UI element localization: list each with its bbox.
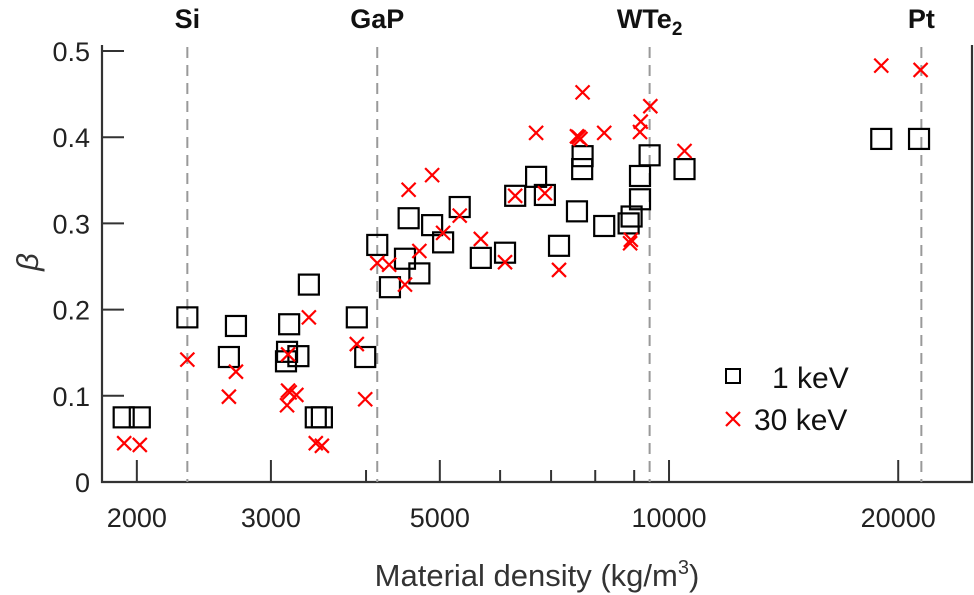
axes (100, 45, 974, 484)
point-1kev (354, 345, 377, 369)
point-1kev (112, 406, 135, 429)
point-30kev (873, 57, 890, 74)
point-30kev (280, 346, 296, 363)
material-label-gap: GaP (350, 4, 404, 34)
x-tick-label: 3000 (241, 503, 301, 533)
point-1kev (593, 214, 616, 238)
point-1kev (547, 234, 571, 257)
legend-marker-1kev (725, 368, 741, 384)
point-1kev (176, 306, 199, 329)
y-tick-label: 0.1 (52, 382, 90, 412)
point-30kev (574, 84, 591, 101)
legend: 1 keV 30 keV (725, 362, 849, 437)
point-1kev (504, 184, 527, 207)
point-1kev (638, 144, 661, 167)
point-30kev (314, 438, 330, 454)
x-axis-label: Material density (kg/m3) (375, 557, 700, 593)
point-30kev (424, 167, 440, 183)
point-30kev (507, 188, 523, 204)
point-30kev (349, 336, 365, 352)
x-axis-ticks: 2000 3000 5000 10000 20000 (107, 460, 936, 533)
point-1kev (673, 157, 696, 181)
material-label-si: Si (175, 4, 201, 34)
point-30kev (132, 437, 148, 453)
y-tick-label: 0.5 (52, 37, 90, 67)
y-axis-ticks: 0 0.1 0.2 0.3 0.4 0.5 (52, 37, 124, 498)
point-30kev (632, 113, 649, 130)
point-1kev (907, 127, 931, 151)
y-tick-label: 0 (75, 468, 90, 498)
material-label-pt: Pt (908, 4, 935, 34)
point-30kev (912, 62, 929, 78)
y-axis-label: β (10, 253, 45, 272)
point-30kev (473, 231, 489, 247)
point-30kev (622, 235, 638, 252)
point-30kev (596, 125, 612, 141)
x-tick-label: 20000 (861, 503, 936, 533)
point-1kev (397, 207, 420, 230)
point-1kev (224, 314, 248, 338)
point-30kev (116, 435, 132, 451)
point-1kev (297, 273, 320, 296)
legend-label-30kev: 30 keV (754, 404, 847, 437)
point-30kev (528, 125, 544, 141)
point-1kev (870, 127, 893, 151)
point-1kev (278, 313, 301, 336)
point-1kev (469, 246, 492, 269)
point-30kev (537, 185, 553, 202)
point-1kev (620, 205, 643, 228)
point-30kev (551, 262, 567, 278)
point-30kev (435, 225, 451, 241)
y-tick-label: 0.3 (52, 209, 90, 239)
point-1kev (617, 212, 640, 235)
point-1kev (525, 165, 548, 188)
y-tick-label: 0.4 (52, 123, 90, 153)
point-1kev (217, 345, 240, 369)
point-1kev (345, 306, 368, 329)
point-1kev (565, 200, 589, 223)
point-1kev (493, 241, 517, 264)
point-1kev (366, 233, 389, 257)
point-30kev (676, 143, 693, 159)
material-label-wte: WTe2 (617, 4, 683, 40)
x-tick-label: 2000 (107, 503, 167, 533)
point-30kev (411, 243, 428, 259)
point-1kev (628, 164, 652, 188)
point-1kev (393, 247, 417, 270)
point-1kev (378, 276, 402, 299)
point-30kev (179, 351, 196, 368)
point-1kev (408, 262, 431, 285)
point-30kev (451, 207, 468, 224)
point-1kev (571, 157, 594, 181)
point-1kev (571, 145, 594, 168)
point-1kev (310, 406, 333, 429)
point-30kev (572, 131, 589, 147)
point-1kev (448, 195, 471, 219)
legend-marker-30kev (725, 411, 741, 427)
point-30kev (228, 363, 244, 380)
point-30kev (381, 256, 397, 273)
point-1kev (128, 406, 151, 429)
point-1kev (533, 183, 556, 207)
data-points (112, 57, 931, 454)
point-1kev (287, 345, 310, 368)
x-tick-label: 5000 (410, 503, 470, 533)
point-30kev (397, 276, 413, 293)
plot-frame (100, 45, 974, 484)
point-30kev (301, 309, 317, 326)
y-tick-label: 0.2 (52, 296, 90, 326)
point-30kev (400, 182, 417, 198)
point-30kev (497, 254, 513, 270)
point-30kev (357, 391, 373, 408)
point-1kev (275, 340, 299, 363)
point-30kev (288, 387, 305, 403)
point-30kev (221, 388, 237, 405)
point-30kev (642, 98, 659, 114)
point-1kev (304, 406, 327, 429)
x-tick-label: 10000 (631, 503, 706, 533)
legend-label-1kev: 1 keV (772, 362, 849, 395)
point-30kev (623, 232, 639, 248)
point-1kev (628, 188, 652, 211)
